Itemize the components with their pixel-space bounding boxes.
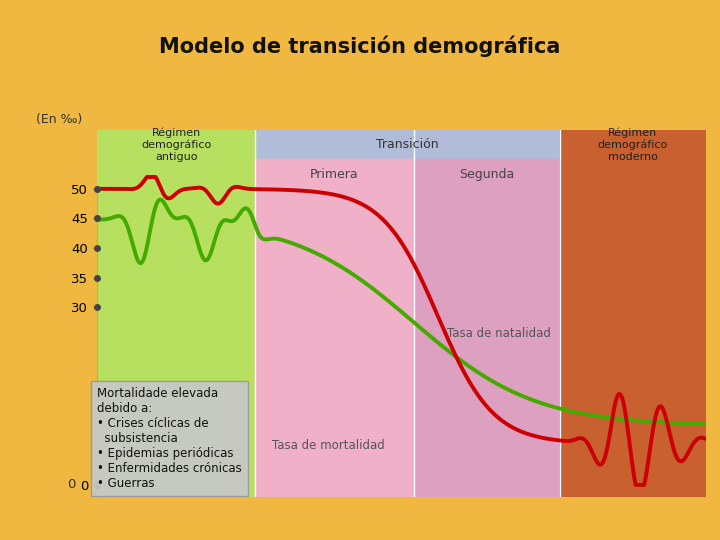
Text: (En ‰): (En ‰) <box>36 113 83 126</box>
Bar <box>97 130 256 159</box>
Text: Mortalidade elevada
debido a:
• Crises cíclicas de
  subsistencia
• Epidemias pe: Mortalidade elevada debido a: • Crises c… <box>97 387 242 490</box>
Text: Segunda: Segunda <box>459 167 514 180</box>
Bar <box>256 130 559 159</box>
Text: Régimen
demográfico
moderno: Régimen demográfico moderno <box>598 127 667 161</box>
Bar <box>413 159 559 189</box>
Text: 0: 0 <box>68 478 76 491</box>
Bar <box>97 130 256 497</box>
Bar <box>559 130 706 497</box>
Text: Tasa de natalidad: Tasa de natalidad <box>447 327 551 340</box>
Bar <box>413 130 559 497</box>
Text: Transición: Transición <box>376 138 438 151</box>
Text: Primera: Primera <box>310 167 359 180</box>
Bar <box>97 159 256 189</box>
Bar <box>256 159 413 189</box>
Text: Modelo de transición demográfica: Modelo de transición demográfica <box>159 35 561 57</box>
Bar <box>559 159 706 189</box>
Bar <box>559 130 706 159</box>
Text: Tasa de mortalidad: Tasa de mortalidad <box>272 440 384 453</box>
Text: Régimen
demográfico
antiguo: Régimen demográfico antiguo <box>141 127 212 161</box>
Bar <box>256 130 413 497</box>
